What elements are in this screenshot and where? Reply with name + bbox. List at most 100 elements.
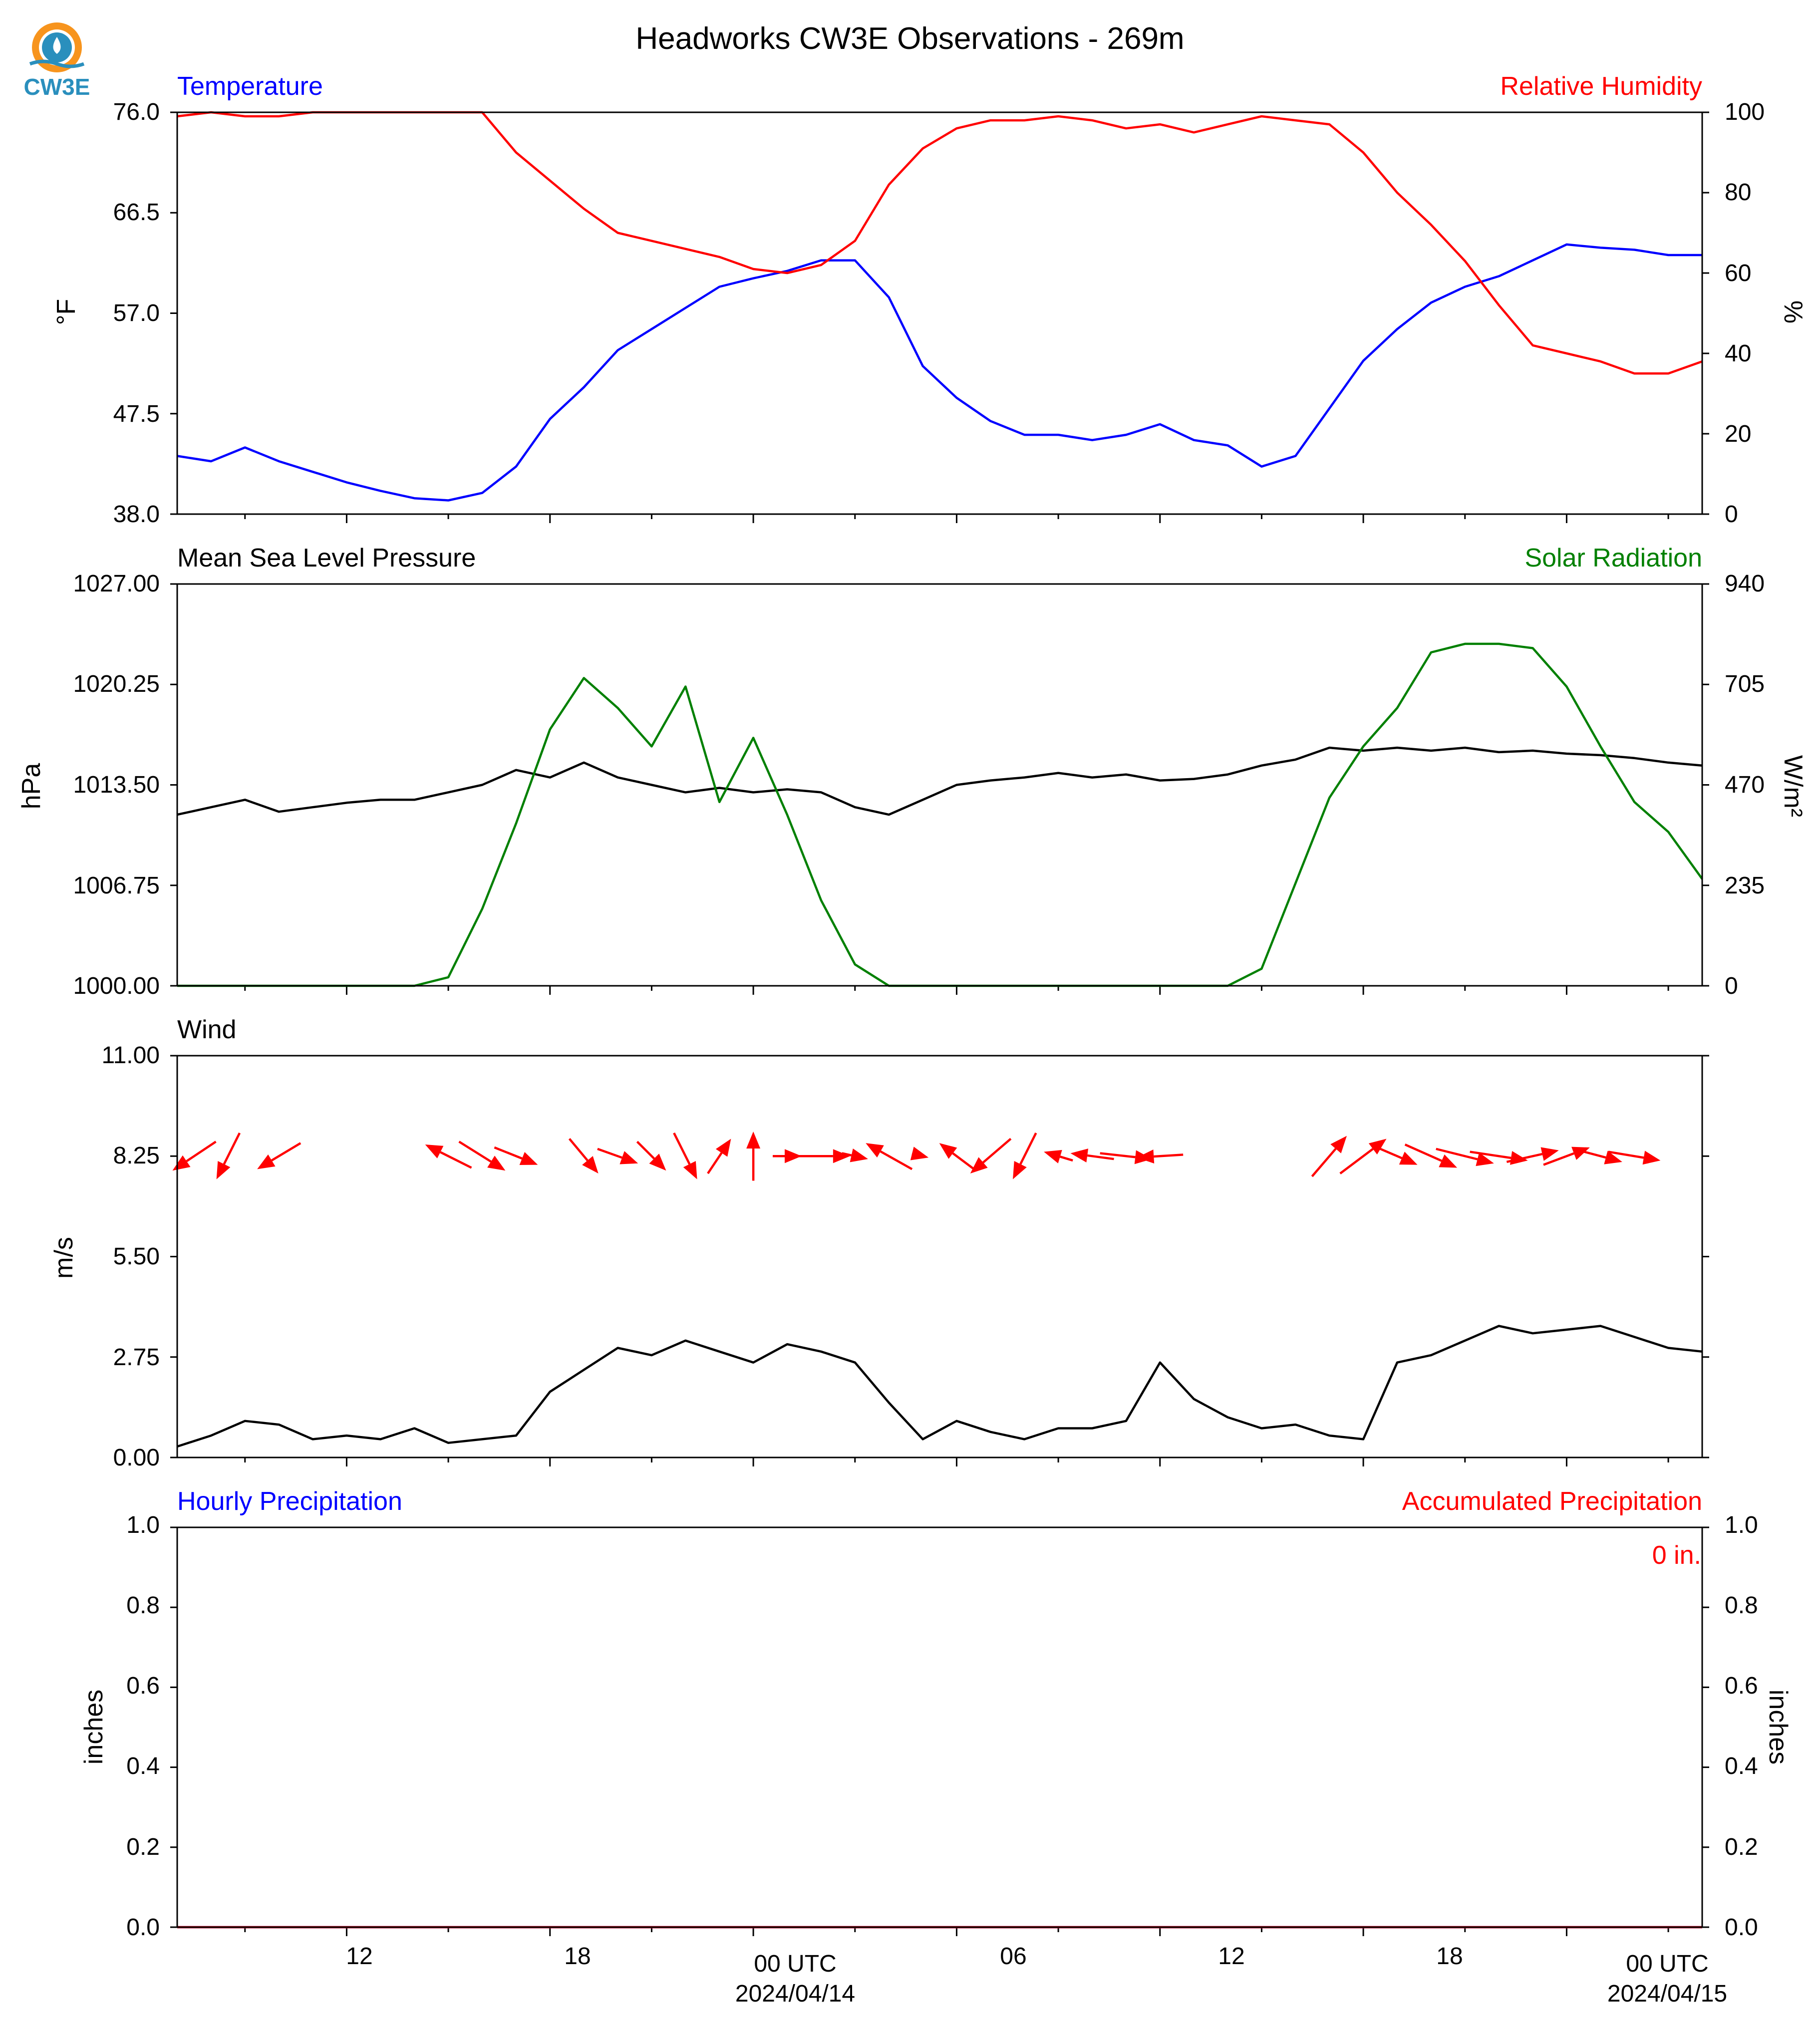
wind-arrow-shaft	[707, 1152, 723, 1174]
ytick-label: 940	[1725, 571, 1765, 597]
panel-temperature-humidity: Temperature Relative Humidity °F % 38.0 …	[52, 72, 1808, 528]
ytick-label: 0.00	[113, 1445, 160, 1471]
wind-arrow-head	[519, 1152, 538, 1165]
wind-arrow-head	[1540, 1147, 1559, 1161]
panel-pressure-solar: Mean Sea Level Pressure Solar Radiation …	[17, 544, 1808, 999]
wind-arrow	[673, 1132, 697, 1179]
wind-arrow	[1543, 1147, 1590, 1166]
wind-arrow	[842, 1149, 868, 1162]
wind-arrow	[1311, 1136, 1347, 1177]
wind-arrow	[1070, 1149, 1114, 1162]
wind-arrow-shaft	[494, 1146, 523, 1160]
plot-frame	[176, 1526, 1703, 1928]
xtick-label: 00 UTC	[1626, 1951, 1708, 1977]
ytick-label: 38.0	[113, 501, 160, 528]
wind-arrow	[792, 1149, 850, 1163]
ytick-label: 1.0	[126, 1512, 160, 1538]
wind-arrow	[257, 1142, 302, 1169]
ytick-label: 0.6	[1725, 1673, 1758, 1699]
wind-arrow-head	[866, 1143, 884, 1158]
wind-arrow-head	[970, 1157, 988, 1174]
xtick-label: 12	[1218, 1943, 1244, 1970]
yticks-humidity: 0 20 40 60 80 100	[1725, 99, 1765, 528]
yticks-hourly-precipitation: 0.0 0.2 0.4 0.6 0.8 1.0	[126, 1512, 160, 1941]
ytick-label: 1013.50	[73, 772, 160, 798]
wind-arrow-shaft	[1154, 1154, 1184, 1158]
title-relative-humidity: Relative Humidity	[1500, 72, 1702, 101]
x-axis-labels: 12 18 00 UTC 06 12 18 00 UTC 2024/04/14 …	[346, 1943, 1727, 2007]
ytick-label: 66.5	[113, 199, 160, 226]
wind-arrow-head	[939, 1143, 957, 1159]
plot-area-pressure-solar	[170, 583, 1709, 995]
ytick-label: 80	[1725, 179, 1751, 206]
wind-arrow-head	[715, 1139, 731, 1157]
wind-arrow-head	[1070, 1149, 1089, 1162]
wind-series-0-line	[177, 1325, 1703, 1448]
ytick-label: 47.5	[113, 401, 160, 427]
wind-arrow-shaft	[1087, 1154, 1114, 1160]
ylabel-humidity: %	[1779, 300, 1808, 323]
plot-frame	[176, 1055, 1703, 1458]
figure-title: Headworks CW3E Observations - 269m	[635, 21, 1184, 56]
ylabel-accumulated-precipitation: inches	[1764, 1690, 1793, 1764]
ylabel-hourly-precipitation: inches	[79, 1690, 108, 1764]
wind-arrow-shaft	[1339, 1148, 1374, 1174]
wind-arrow	[425, 1145, 472, 1169]
wind-arrow	[597, 1148, 638, 1164]
wind-arrow	[707, 1139, 731, 1174]
wind-arrow-head	[582, 1156, 599, 1174]
ytick-label: 0.6	[126, 1673, 160, 1699]
wind-arrow-shaft	[982, 1138, 1012, 1163]
wind-arrow	[1506, 1147, 1559, 1163]
wind-arrow-shaft	[223, 1132, 241, 1165]
wind-arrow-shaft	[1376, 1146, 1403, 1159]
wind-arrow-head	[619, 1151, 638, 1164]
wind-arrow	[1470, 1151, 1528, 1165]
wind-arrow-head	[683, 1160, 697, 1179]
ytick-label: 0.4	[126, 1753, 160, 1779]
wind-arrow	[494, 1146, 538, 1165]
ytick-label: 8.25	[113, 1143, 160, 1169]
yticks-solar: 0 235 470 705 940	[1725, 571, 1765, 999]
wind-arrow-head	[1013, 1160, 1027, 1179]
wind-arrow	[568, 1138, 599, 1174]
plot-area-temperature-humidity	[170, 111, 1709, 523]
wind-arrow-head	[1399, 1152, 1418, 1165]
yticks-accumulated-precipitation: 0.0 0.2 0.4 0.6 0.8 1.0	[1725, 1512, 1758, 1941]
wind-arrow-shaft	[271, 1142, 302, 1161]
title-solar-radiation: Solar Radiation	[1524, 544, 1702, 573]
plot-area-precipitation	[170, 1526, 1709, 1936]
ytick-label: 705	[1725, 671, 1765, 697]
wind-arrow-shaft	[842, 1152, 852, 1157]
ytick-label: 1006.75	[73, 872, 160, 899]
plot-area-wind	[170, 1055, 1709, 1466]
panel-precipitation: Hourly Precipitation Accumulated Precipi…	[79, 1487, 1793, 1941]
ytick-label: 0	[1725, 973, 1738, 999]
wind-arrow-shaft	[1470, 1151, 1512, 1159]
logo-text: CW3E	[24, 74, 90, 100]
wind-arrow-head	[1476, 1152, 1494, 1166]
pressure-solar-series-0-line	[177, 746, 1703, 816]
yticks-wind: 0.00 2.75 5.50 8.25 11.00	[101, 1042, 160, 1471]
wind-arrow-shaft	[1311, 1148, 1337, 1177]
ytick-label: 0	[1725, 501, 1738, 528]
wind-arrow-head	[257, 1154, 276, 1169]
wind-arrow	[1404, 1143, 1458, 1168]
wind-arrow-shaft	[1019, 1132, 1037, 1165]
xtick-label: 06	[1000, 1943, 1026, 1970]
wind-arrow-shaft	[1608, 1151, 1644, 1159]
ylabel-wind: m/s	[49, 1237, 78, 1279]
wind-arrow-shaft	[186, 1141, 217, 1162]
wind-arrow-shaft	[440, 1151, 472, 1169]
ytick-label: 1.0	[1725, 1512, 1758, 1538]
ytick-label: 0.2	[126, 1834, 160, 1860]
ytick-label: 0.4	[1725, 1753, 1758, 1779]
wind-arrow-shaft	[952, 1152, 975, 1170]
wind-arrow-head	[1137, 1150, 1155, 1164]
yticks-pressure: 1000.00 1006.75 1013.50 1020.25 1027.00	[73, 571, 160, 999]
ytick-label: 1027.00	[73, 571, 160, 597]
wind-arrow-head	[850, 1149, 868, 1162]
wind-arrow-shaft	[1506, 1153, 1543, 1163]
plot-frame	[176, 111, 1703, 515]
